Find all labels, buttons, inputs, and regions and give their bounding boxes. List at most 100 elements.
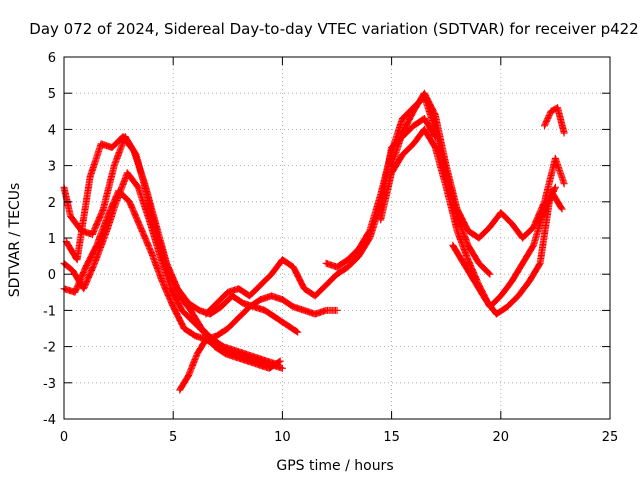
data-point (93, 262, 96, 264)
data-point (281, 367, 283, 369)
data-point (133, 150, 135, 152)
data-point (489, 273, 491, 275)
data-point (65, 241, 67, 243)
data-point (314, 295, 316, 297)
data-point (166, 262, 168, 264)
data-point (467, 230, 469, 232)
data-point (179, 389, 181, 391)
data-point (556, 107, 559, 109)
data-point (347, 259, 349, 261)
data-point (172, 306, 174, 308)
data-point (257, 364, 259, 366)
data-markers (60, 89, 568, 394)
y-tick-label: 4 (48, 123, 56, 138)
data-point (563, 132, 565, 134)
data-point (196, 353, 198, 355)
data-point (235, 356, 238, 359)
y-tick-label: 1 (48, 232, 56, 247)
x-axis-label: GPS time / hours (276, 458, 393, 474)
data-point (264, 309, 266, 311)
data-point (325, 262, 327, 264)
data-point (111, 146, 113, 149)
data-point (369, 237, 371, 239)
data-point (259, 360, 262, 362)
data-point (102, 208, 104, 210)
data-point (187, 302, 190, 304)
data-point (126, 172, 128, 174)
data-point (122, 136, 124, 138)
data-point (463, 262, 465, 264)
data-point (511, 222, 513, 225)
data-point (187, 374, 190, 377)
data-point (238, 353, 240, 355)
data-point (144, 183, 146, 185)
data-point (391, 172, 393, 174)
data-point (325, 284, 327, 286)
data-point (445, 186, 447, 188)
x-tick-label: 25 (602, 430, 619, 445)
data-point (270, 273, 273, 275)
data-point (150, 251, 152, 254)
data-point (259, 284, 262, 286)
axis-ticks: 0 5 10 15 20 25 -4 -3 -2 -1 0 1 2 3 4 5 6 (43, 51, 618, 445)
data-point (137, 186, 139, 188)
y-axis-label: SDTVAR / TECUs (7, 183, 23, 298)
data-point (484, 298, 487, 301)
data-point (286, 324, 288, 326)
data-point (303, 288, 305, 290)
data-point (522, 237, 524, 239)
data-point (391, 165, 393, 167)
data-point (190, 309, 192, 311)
data-point (292, 306, 294, 308)
data-point (194, 335, 196, 337)
data-point (412, 125, 415, 127)
data-point (380, 219, 382, 221)
data-point (249, 295, 251, 297)
data-point (456, 208, 458, 210)
chart-title: Day 072 of 2024, Sidereal Day-to-day VTE… (29, 20, 638, 38)
data-point (412, 110, 415, 112)
data-point (358, 248, 360, 250)
y-tick-label: 5 (48, 87, 56, 102)
data-point (292, 266, 294, 268)
data-point (113, 165, 115, 167)
data-point (118, 190, 120, 192)
y-tick-label: 2 (48, 196, 56, 211)
data-point (216, 302, 218, 304)
data-point (489, 226, 491, 228)
data-point (473, 280, 476, 283)
data-point (227, 327, 229, 330)
data-point (401, 154, 404, 156)
data-point (412, 143, 415, 145)
data-point (89, 175, 91, 178)
data-point (249, 306, 251, 308)
data-point (170, 288, 172, 290)
data-point (275, 317, 277, 319)
data-point (467, 244, 469, 246)
data-point (478, 237, 480, 239)
data-point (336, 309, 338, 311)
data-point (445, 165, 447, 167)
data-point (550, 190, 552, 192)
data-point (434, 114, 436, 116)
series-track-6 (202, 115, 439, 318)
data-point (532, 226, 535, 228)
data-point (249, 356, 251, 359)
data-point (517, 295, 519, 297)
data-point (74, 291, 76, 293)
data-point (506, 306, 508, 308)
data-point (434, 146, 436, 149)
data-point (198, 309, 201, 311)
data-point (358, 255, 360, 257)
data-point (303, 309, 305, 311)
x-tick-label: 5 (169, 430, 177, 445)
data-point (270, 295, 273, 297)
data-point (279, 360, 281, 362)
data-point (268, 367, 270, 369)
data-point (561, 208, 563, 210)
data-point (192, 320, 194, 322)
data-point (128, 201, 131, 203)
data-point (467, 259, 469, 261)
data-point (543, 125, 546, 127)
